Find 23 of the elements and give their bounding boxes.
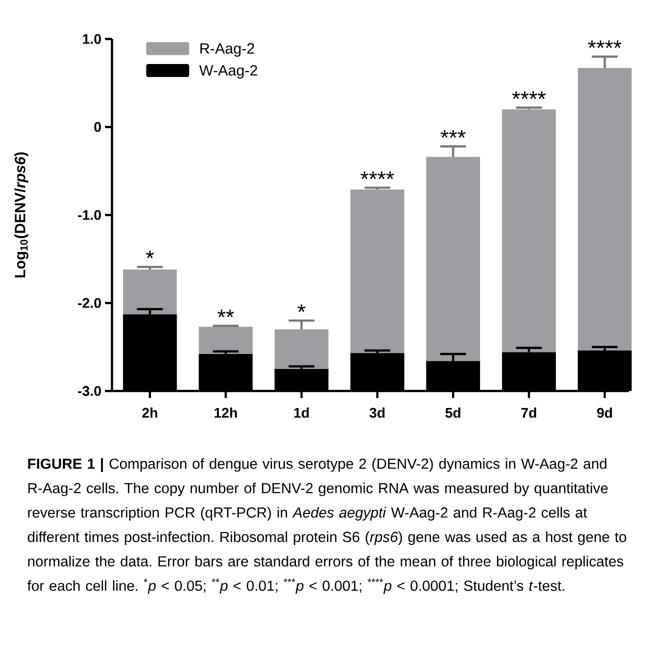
y-tick-label: 0 — [94, 122, 101, 132]
legend-label: W-Aag-2 — [199, 65, 258, 79]
legend-label: R-Aag-2 — [200, 43, 254, 57]
x-tick-label: 3d — [369, 408, 385, 418]
x-tick-label: 12h — [214, 408, 237, 418]
annotation: **** — [360, 171, 394, 180]
y-axis-title: Log$_{10}$(DENV/rps6) — [14, 152, 28, 278]
y-tick-label: -1.0 — [78, 210, 101, 220]
x-tick-label: 7d — [521, 408, 536, 418]
y-tick-label: -3.0 — [78, 386, 101, 396]
y-tick-label: 1.0 — [82, 34, 101, 44]
annotation: *** — [440, 130, 466, 138]
x-tick-label: 9d — [597, 408, 612, 418]
annotation: * — [146, 250, 154, 258]
x-tick-label: 2h — [142, 408, 158, 418]
annotation: **** — [588, 40, 622, 48]
text: FIGURE 1 | Comparison of dengue virus serotype 2 (DENV-2) dynamics in W-Aag-2 and R-Aag-2 cells. The copy number of DENV-2 genomic RNA was measured by quantitative reverse transcription PCR (qRT-PCR) in Aedes aegypti W-Aag-2 and R-Aag-2 cells at different times post-infection. Ribosomal protein S6 (rps6) gene was used as a host gene to normalize the data. Error bars are standard errors of the mean of three biological replicates for each cell line. $^{*}$p < 0.05; $^{**}$p < 0.01; $^{***}$p < 0.001; $^{****}$p < 0.0001; Student’s t-test. — [27, 458, 626, 594]
y-tick-label: -2.0 — [78, 298, 101, 308]
annotation: * — [298, 304, 306, 312]
x-tick-label: 5d — [445, 408, 460, 418]
annotation: ** — [218, 310, 234, 318]
annotation: **** — [512, 91, 546, 100]
x-tick-label: 1d — [294, 408, 309, 418]
